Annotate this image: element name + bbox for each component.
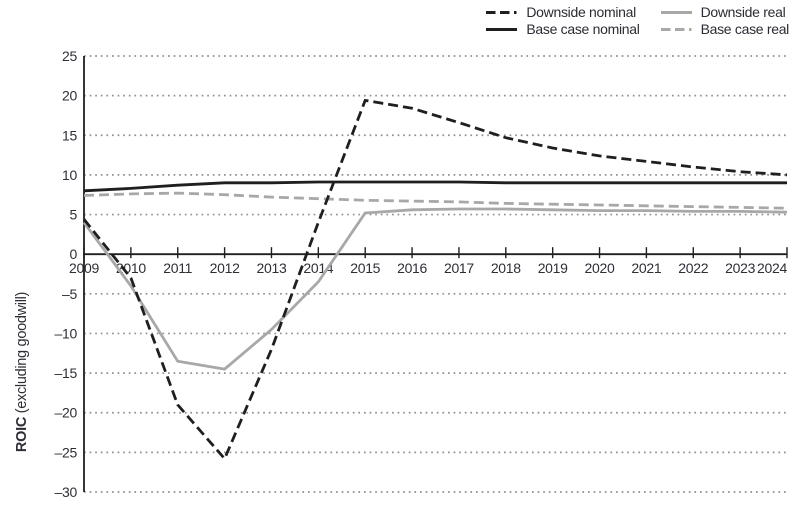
- chart-legend: Downside nominal Downside real Base case…: [485, 4, 789, 37]
- legend-label: Downside nominal: [526, 4, 636, 20]
- legend-item-downside-real: Downside real: [660, 4, 789, 20]
- x-axis-tick-label: 2019: [538, 260, 568, 276]
- legend-label: Base case nominal: [526, 21, 640, 37]
- y-axis-tick-label: –15: [55, 365, 78, 381]
- x-axis-tick-label: 2020: [585, 260, 615, 276]
- y-axis-tick-label: 20: [62, 88, 77, 104]
- x-axis-tick-label: 2015: [350, 260, 380, 276]
- x-axis-tick-label: 2011: [163, 260, 192, 276]
- x-axis-tick-label: 2021: [631, 260, 661, 276]
- x-axis-tick-label: 2017: [444, 260, 474, 276]
- y-axis-tick-label: 15: [62, 127, 77, 143]
- legend-label: Base case real: [700, 21, 790, 37]
- y-axis-tick-label: –25: [55, 444, 78, 460]
- x-axis-tick-label: 2009: [69, 260, 99, 276]
- x-axis-tick-label: 2024: [757, 260, 787, 276]
- solid-black-line-icon: [486, 27, 518, 31]
- x-axis-tick-label: 2012: [210, 260, 240, 276]
- series-line-downside-nominal: [82, 98, 788, 462]
- series-line-base-case-nominal: [83, 180, 787, 193]
- y-axis-tick-label: 10: [62, 167, 77, 183]
- legend-label: Downside real: [700, 4, 786, 20]
- y-axis-tick-label: 0: [70, 246, 78, 262]
- legend-item-downside-nominal: Downside nominal: [485, 4, 639, 20]
- x-axis-tick-label: 2013: [256, 260, 286, 276]
- y-axis-tick-label: 25: [62, 48, 77, 64]
- series-line-base-case-real: [83, 191, 788, 210]
- dashed-gray-line-icon: [660, 27, 692, 31]
- y-axis-title: ROIC (excluding goodwill): [14, 292, 30, 452]
- series-line-downside-real: [82, 207, 788, 371]
- x-axis-tick-label: 2023: [725, 260, 755, 276]
- y-axis-tick-label: –30: [55, 484, 78, 500]
- legend-item-base-case-nominal: Base case nominal: [485, 21, 640, 37]
- dashed-black-line-icon: [486, 10, 518, 14]
- legend-item-base-case-real: Base case real: [660, 21, 789, 37]
- y-axis-tick-label: 5: [70, 207, 78, 223]
- y-axis-tick-label: –5: [62, 286, 77, 302]
- y-axis-tick-label: –20: [55, 405, 78, 421]
- solid-gray-line-icon: [660, 10, 692, 14]
- x-axis-tick-label: 2010: [116, 260, 146, 276]
- x-axis-tick-label: 2018: [491, 260, 521, 276]
- x-axis-tick-label: 2016: [397, 260, 427, 276]
- x-axis-tick-label: 2022: [678, 260, 708, 276]
- y-axis-tick-label: –10: [55, 325, 78, 341]
